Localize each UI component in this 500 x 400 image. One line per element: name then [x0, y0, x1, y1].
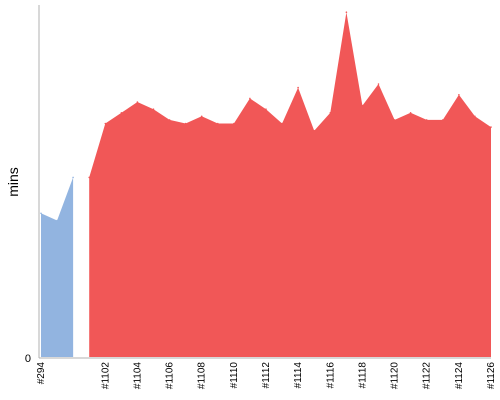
data-point: [217, 122, 219, 125]
data-point: [120, 112, 123, 114]
data-point: [104, 122, 107, 125]
x-tick-label: #1116: [325, 362, 336, 389]
x-tick-label: #294: [36, 362, 47, 385]
x-tick-label: #1122: [422, 362, 433, 390]
data-point: [265, 108, 267, 110]
x-tick-label: #1124: [454, 362, 465, 390]
data-point: [474, 115, 476, 118]
area-series-1: [41, 177, 74, 357]
x-tick-label-group: #294 #1102 #1104 #1106 #1108 #1110 #1112 #1114 #…: [36, 362, 497, 390]
data-point: [168, 119, 171, 121]
data-point: [233, 122, 235, 125]
data-point: [377, 83, 380, 85]
y-tick-label: 0: [25, 353, 31, 365]
data-point: [393, 119, 396, 121]
data-point: [490, 126, 492, 128]
data-point: [329, 112, 332, 114]
data-point: [200, 115, 203, 118]
data-point: [313, 129, 316, 132]
data-point: [425, 119, 428, 121]
data-point: [136, 101, 139, 103]
x-tick-label: #1102: [100, 362, 111, 390]
data-point: [56, 219, 58, 222]
data-point: [40, 212, 42, 215]
data-point: [361, 104, 364, 107]
area-series-2: [89, 12, 491, 357]
x-tick-label: #1110: [229, 362, 240, 389]
data-point: [297, 86, 299, 89]
x-tick-label: #1114: [293, 362, 304, 389]
data-point: [458, 94, 460, 96]
data-point: [281, 122, 283, 125]
data-point: [152, 108, 155, 110]
data-point: [249, 97, 251, 100]
data-point: [442, 119, 444, 121]
x-tick-label: #1126: [486, 362, 497, 390]
x-tick-label: #1106: [165, 362, 176, 390]
data-point: [72, 176, 74, 179]
y-axis-title: mins: [5, 167, 21, 197]
area-series-group: [40, 11, 492, 357]
data-point: [345, 11, 348, 13]
x-tick-label: #1112: [261, 362, 272, 389]
x-tick-label: #1120: [390, 362, 401, 390]
x-tick-label: #1108: [197, 362, 208, 390]
data-point: [409, 112, 412, 114]
x-tick-label: #1118: [357, 362, 368, 389]
data-point: [88, 176, 90, 179]
data-point: [184, 122, 187, 125]
x-tick-label: #1104: [132, 362, 143, 390]
